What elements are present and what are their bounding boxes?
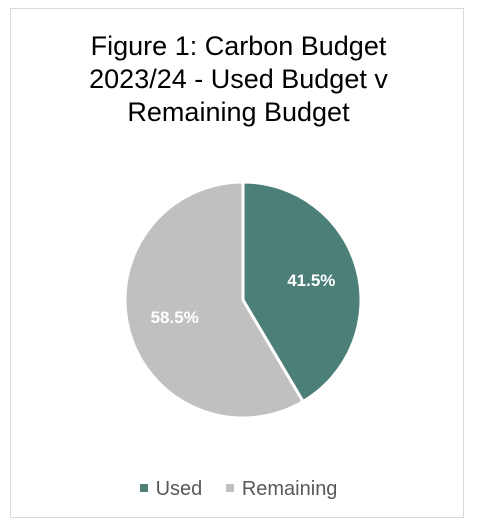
pie-slice-used — [241, 180, 363, 404]
data-label-used: 41.5% — [287, 271, 335, 290]
chart-title-line-2: 2023/24 - Used Budget v — [89, 64, 388, 94]
chart-title-line-3: Remaining Budget — [127, 97, 350, 127]
chart-title: Figure 1: Carbon Budget 2023/24 - Used B… — [20, 30, 457, 129]
legend-swatch-remaining — [225, 483, 234, 492]
legend-label-used: Used — [155, 478, 203, 500]
chart-legend: Used Remaining — [0, 478, 477, 501]
legend-item-used: Used — [139, 478, 203, 501]
chart-title-line-1: Figure 1: Carbon Budget — [90, 31, 387, 61]
pie-slice-remaining — [123, 180, 305, 420]
legend-label-remaining: Remaining — [241, 478, 338, 500]
legend-swatch-used — [139, 483, 148, 492]
data-label-remaining: 58.5% — [151, 308, 199, 327]
legend-item-remaining: Remaining — [225, 478, 338, 501]
